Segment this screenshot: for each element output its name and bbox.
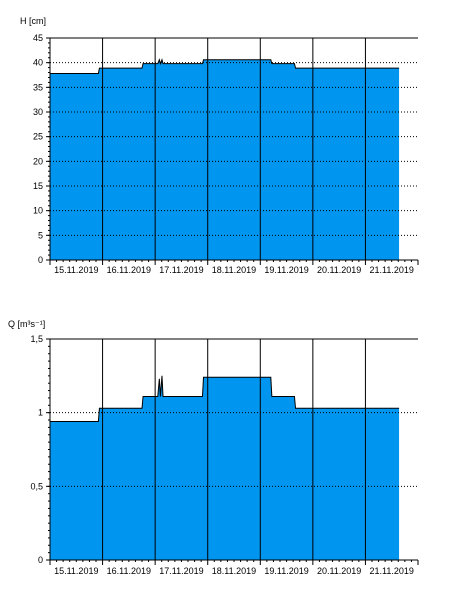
y-tick-label: 1 [38,408,43,418]
water-level-chart: 0 5 10 15 20 25 30 35 40 45 15.11.2019 16.11.2019 17… [20,16,419,275]
x-tick-label: 19.11.2019 [264,566,308,576]
x-tick-label: 18.11.2019 [212,265,256,275]
x-tick-label: 21.11.2019 [370,265,414,275]
x-tick-label: 20.11.2019 [317,566,361,576]
y-axis-label: H [cm] [20,16,46,26]
y-tick-label: 0 [38,555,43,565]
x-tick-label: 21.11.2019 [370,566,414,576]
x-tick-label: 15.11.2019 [54,566,98,576]
series-area-0 [50,59,400,261]
discharge-chart: 0 0,5 1 1,5 15.11.2019 16.11.2019 17.11.2019 18… [8,319,419,576]
x-tick-label: 18.11.2019 [212,566,256,576]
x-tick-label: 16.11.2019 [107,566,151,576]
series-area-0 [50,375,400,560]
y-tick-label: 20 [33,156,43,166]
y-tick-label: 40 [33,58,43,68]
y-tick-label: 35 [33,82,43,92]
x-tick-label: 16.11.2019 [107,265,151,275]
y-tick-label: 45 [33,33,43,43]
y-tick-label: 25 [33,132,43,142]
y-axis-label: Q [m³s⁻¹] [8,319,45,329]
y-tick-label: 30 [33,107,43,117]
y-tick-label: 10 [33,206,43,216]
x-tick-label: 19.11.2019 [264,265,308,275]
y-tick-label: 0 [38,255,43,265]
y-tick-label: 0,5 [30,481,43,491]
y-tick-label: 1,5 [30,334,43,344]
y-tick-label: 15 [33,181,43,191]
x-tick-label: 17.11.2019 [159,566,203,576]
series-line-0 [50,375,400,423]
y-tick-label: 5 [38,230,43,240]
x-tick-label: 17.11.2019 [159,265,203,275]
series-line-0 [50,58,400,75]
x-tick-label: 20.11.2019 [317,265,361,275]
x-tick-label: 15.11.2019 [54,265,98,275]
